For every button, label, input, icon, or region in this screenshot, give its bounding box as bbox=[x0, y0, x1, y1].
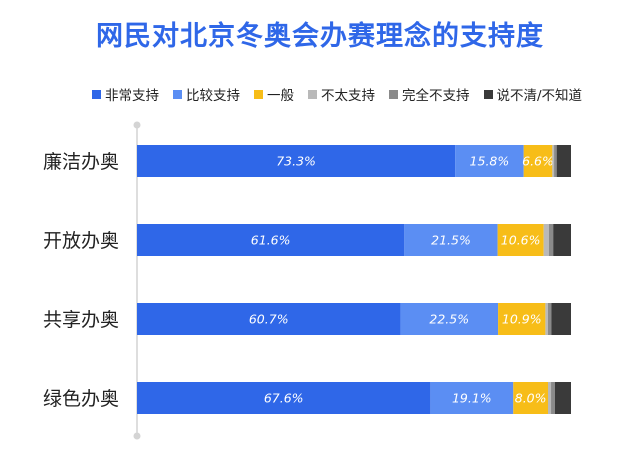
category-label: 共享办奥 bbox=[43, 309, 119, 331]
category-label: 开放办奥 bbox=[43, 230, 119, 252]
chart-title: 网民对北京冬奥会办赛理念的支持度 bbox=[96, 21, 544, 52]
data-label: 15.8% bbox=[470, 154, 510, 169]
data-label: 10.6% bbox=[501, 233, 541, 248]
data-label: 67.6% bbox=[264, 391, 304, 406]
bar-segment bbox=[551, 382, 555, 414]
bar-segment bbox=[400, 303, 499, 335]
legend-item: 说不清/不知道 bbox=[483, 84, 583, 104]
bar-segment bbox=[548, 382, 552, 414]
axis-end-dot bbox=[133, 121, 141, 129]
bar-segment bbox=[543, 224, 549, 256]
bar-segment bbox=[404, 224, 498, 256]
legend-swatch bbox=[92, 89, 101, 99]
legend-swatch bbox=[308, 89, 317, 99]
bar-segment bbox=[545, 303, 548, 335]
bar-segment bbox=[554, 145, 557, 177]
bar-segment bbox=[137, 224, 405, 256]
legend-swatch bbox=[389, 89, 398, 99]
bar-segment bbox=[137, 145, 456, 177]
legend-swatch bbox=[254, 89, 263, 99]
legend-label: 说不清/不知道 bbox=[496, 88, 583, 104]
axis-end-dot bbox=[133, 432, 141, 440]
legend-item: 比较支持 bbox=[173, 84, 240, 104]
legend-label: 完全不支持 bbox=[402, 88, 470, 104]
bar-segment bbox=[455, 145, 524, 177]
data-label: 61.6% bbox=[251, 233, 291, 248]
legend-item: 非常支持 bbox=[92, 84, 159, 104]
bar-segment bbox=[548, 224, 554, 256]
legend-item: 不太支持 bbox=[308, 84, 375, 104]
legend-label: 不太支持 bbox=[321, 88, 375, 104]
data-label: 8.0% bbox=[515, 391, 547, 406]
legend-item: 完全不支持 bbox=[389, 84, 470, 104]
bar-segment bbox=[553, 224, 571, 256]
category-label: 绿色办奥 bbox=[43, 388, 119, 410]
bar-segment bbox=[498, 303, 546, 335]
legend-swatch bbox=[483, 89, 493, 99]
bar-segment bbox=[523, 145, 553, 177]
data-label: 60.7% bbox=[249, 312, 289, 327]
bar-segment bbox=[137, 303, 401, 335]
data-label: 73.3% bbox=[276, 154, 316, 169]
data-label: 10.9% bbox=[502, 312, 542, 327]
bar-segment bbox=[137, 382, 431, 414]
data-label: 21.5% bbox=[431, 233, 471, 248]
category-label: 廉洁办奥 bbox=[43, 151, 119, 173]
legend-swatch bbox=[173, 89, 182, 99]
data-label: 22.5% bbox=[429, 312, 469, 327]
bar-segment bbox=[497, 224, 544, 256]
bar-segment bbox=[513, 382, 548, 414]
bar-segment bbox=[552, 145, 555, 177]
legend-label: 一般 bbox=[267, 88, 294, 104]
data-label: 6.6% bbox=[522, 154, 554, 169]
bar-segment bbox=[548, 303, 552, 335]
bar-segment bbox=[551, 303, 571, 335]
legend-label: 非常支持 bbox=[105, 88, 159, 104]
bar-segment bbox=[430, 382, 514, 414]
bar-segment bbox=[554, 382, 571, 414]
legend-item: 一般 bbox=[254, 84, 294, 104]
bar-segment bbox=[556, 145, 571, 177]
data-label: 19.1% bbox=[452, 391, 492, 406]
legend-label: 比较支持 bbox=[186, 88, 240, 104]
legend: 非常支持 比较支持 一般 不太支持 完全不支持 说不清/不知道 bbox=[92, 84, 612, 104]
